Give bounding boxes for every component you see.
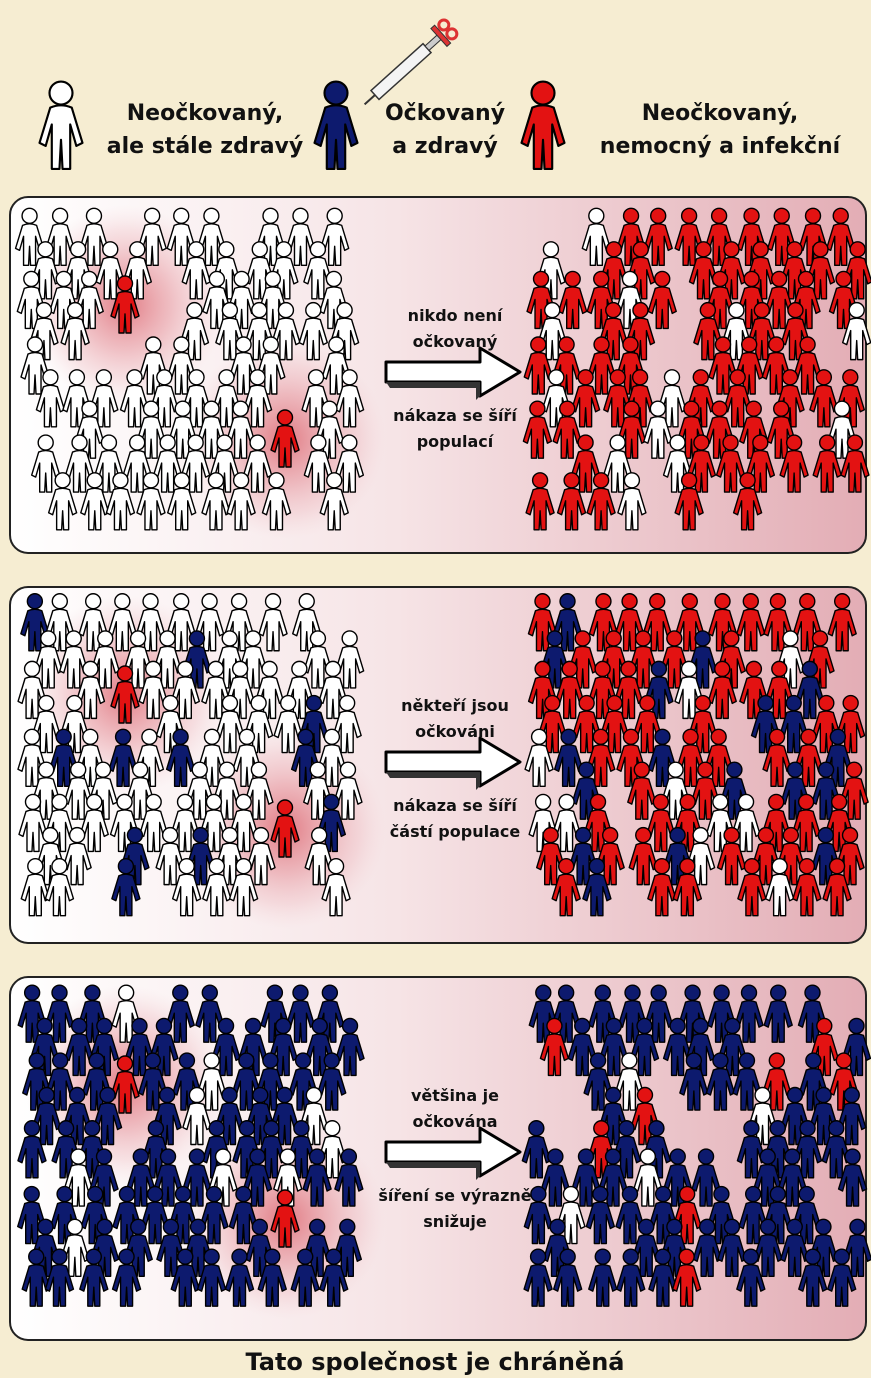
legend-text: a zdravý [392,134,497,159]
arrow-label: očkována [412,1112,497,1131]
legend-text: Neočkovaný, [642,101,798,126]
legend-icon [315,82,358,169]
infographic: Neočkovaný, ale stále zdravý Očkovaný a … [0,0,871,1378]
spread-label: nákaza se šíří [393,406,518,425]
spread-label: šíření se výrazně [378,1186,531,1205]
spread-label: snižuje [423,1212,487,1231]
arrow-label: nikdo není [408,306,504,325]
arrow-label: očkovaný [413,332,498,351]
footer: Tato společnost je chráněná [245,1348,624,1376]
panel: nikdo není očkovaný nákaza se šíří populací [10,197,871,553]
spread-label: populací [417,432,495,451]
legend-text: Očkovaný [385,101,505,126]
arrow-label: někteří jsou [401,696,509,715]
legend-icon [40,82,83,169]
syringe [357,17,460,113]
panel: většina je očkována šíření se výrazně snižu… [10,977,871,1340]
legend-text: nemocný a infekční [600,134,842,159]
arrow-label: většina je [411,1086,499,1105]
arrow-label: očkováni [415,722,495,741]
legend-icon [522,82,565,169]
spread-label: částí populace [390,822,521,841]
legend-text: ale stále zdravý [107,134,303,159]
spread-label: nákaza se šíří [393,796,518,815]
panel: někteří jsou očkováni nákaza se šíří částí … [10,587,868,943]
legend-text: Neočkovaný, [127,101,283,126]
